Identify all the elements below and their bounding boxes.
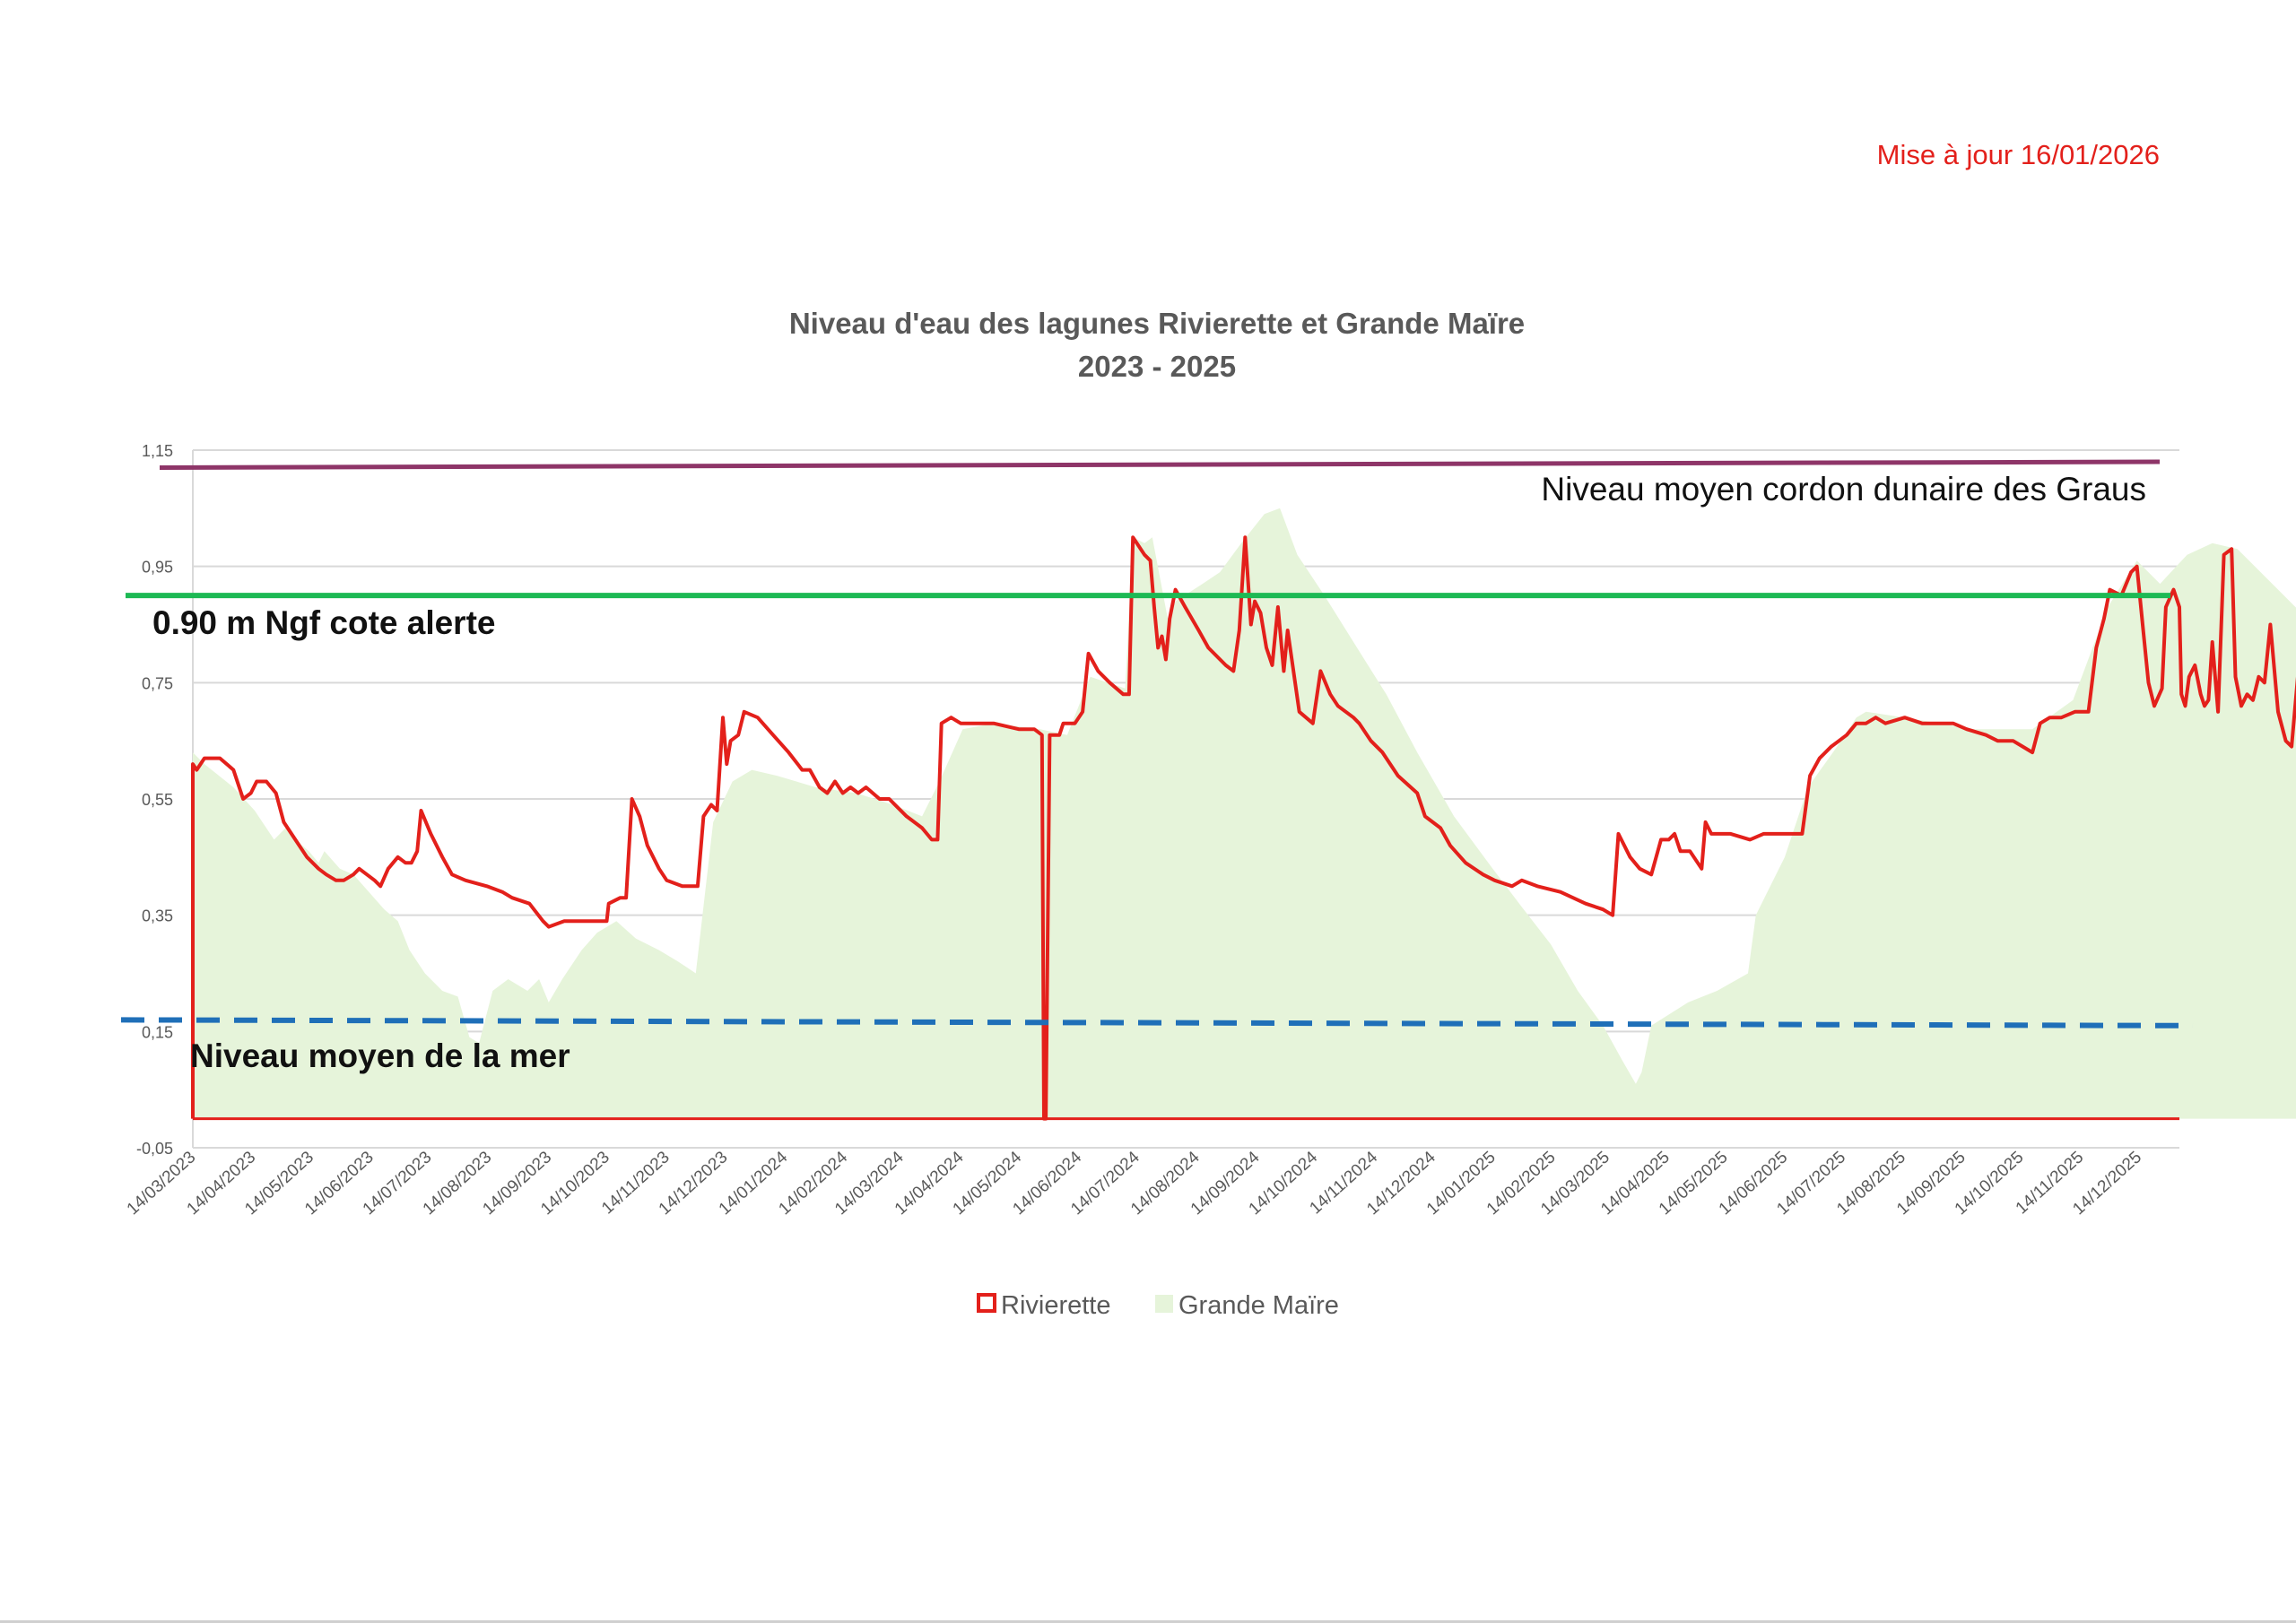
- page-bottom-border: [0, 1620, 2296, 1623]
- sea-level-line: [120, 1017, 2194, 1028]
- y-tick-label: -0,05: [136, 1140, 173, 1158]
- alert-level-label: 0.90 m Ngf cote alerte: [152, 604, 495, 641]
- y-tick-label: 0,35: [142, 907, 173, 925]
- dune-level-label: Niveau moyen cordon dunaire des Graus: [1541, 471, 2146, 508]
- reference-lines: Niveau moyen cordon dunaire des Graus 0.9…: [120, 459, 2194, 1074]
- grande-maire-area: [193, 508, 2296, 1119]
- rivierette-line-layer: [191, 535, 2296, 1121]
- rivierette-line: [191, 535, 2296, 1121]
- legend-label-rivierette: Rivierette: [1001, 1291, 1111, 1320]
- y-tick-label: 1,15: [142, 442, 173, 460]
- y-tick-label: 0,15: [142, 1023, 173, 1041]
- x-axis-tick-labels: 14/03/202314/04/202314/05/202314/06/2023…: [124, 1148, 2145, 1219]
- y-tick-label: 0,75: [142, 674, 173, 692]
- legend-label-grande-maire: Grande Maïre: [1178, 1291, 1339, 1320]
- chart-subtitle: 2023 - 2025: [1078, 350, 1236, 383]
- sea-level-label: Niveau moyen de la mer: [190, 1037, 570, 1074]
- chart-title: Niveau d'eau des lagunes Rivierette et G…: [789, 307, 1525, 340]
- y-tick-label: 0,55: [142, 791, 173, 809]
- update-note: Mise à jour 16/01/2026: [1876, 139, 2160, 170]
- legend: Rivierette Grande Maïre: [977, 1291, 1339, 1320]
- legend-marker-rivierette: [977, 1293, 996, 1313]
- y-tick-label: 0,95: [142, 559, 173, 577]
- y-axis-tick-labels: -0,05 0,15 0,35 0,55 0,75 0,95 1,15: [136, 442, 173, 1158]
- dune-level-line: [159, 459, 2161, 470]
- grande-maire-area-layer: [193, 508, 2296, 1119]
- legend-marker-grande-maire: [1155, 1295, 1173, 1313]
